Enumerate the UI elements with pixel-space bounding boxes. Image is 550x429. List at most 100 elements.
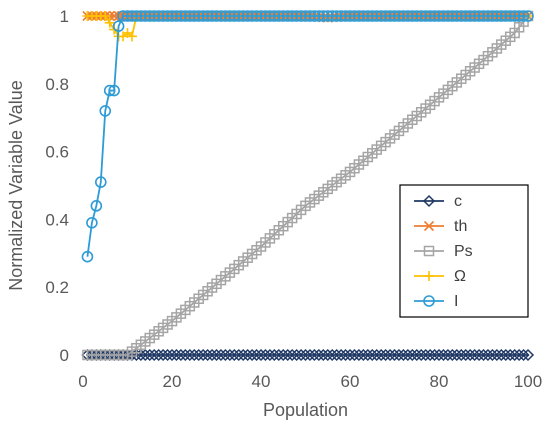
data-point [255, 10, 267, 22]
data-point [152, 348, 165, 362]
data-point [228, 348, 241, 362]
data-point [321, 10, 334, 22]
x-tick-label: 60 [341, 372, 360, 391]
data-point [468, 10, 481, 22]
data-point [210, 10, 223, 22]
data-point [495, 10, 508, 22]
data-point [428, 10, 441, 22]
data-point [317, 348, 330, 362]
data-point [517, 10, 530, 22]
data-point [335, 348, 348, 362]
data-point [228, 10, 241, 22]
axes: 0 20 40 60 80 100 0 0.2 0.4 0.6 0.8 1 [45, 7, 542, 391]
data-point [100, 11, 111, 21]
data-point [481, 348, 495, 362]
data-point [139, 10, 152, 22]
data-point [370, 10, 383, 22]
data-point [499, 10, 512, 22]
data-point [317, 10, 330, 22]
data-point [303, 348, 317, 362]
y-tick-label: 0.6 [45, 143, 69, 162]
data-point [139, 348, 152, 362]
legend-marker [423, 295, 435, 307]
data-point [521, 348, 535, 362]
data-point [375, 10, 387, 22]
data-point [108, 84, 120, 97]
data-point [522, 10, 534, 22]
x-tick-label: 100 [514, 372, 542, 391]
data-point [415, 348, 428, 362]
data-point [286, 10, 298, 22]
data-point [295, 10, 307, 22]
data-point [263, 348, 276, 362]
data-point [299, 10, 312, 22]
data-point [477, 10, 490, 22]
data-point [330, 348, 343, 362]
data-point [384, 10, 396, 22]
data-point [357, 10, 370, 22]
data-point [241, 348, 254, 362]
data-point [294, 348, 308, 362]
series-ps [82, 10, 534, 361]
data-point [286, 348, 299, 362]
data-point [366, 10, 379, 22]
legend-label: th [454, 218, 467, 235]
legend-marker [424, 271, 434, 281]
legend-label: c [454, 193, 462, 210]
data-point [250, 348, 263, 362]
data-point [508, 10, 521, 22]
data-point [361, 348, 374, 362]
y-tick-label: 0.8 [45, 75, 69, 94]
data-point [232, 10, 245, 22]
data-point [281, 10, 294, 22]
data-point [170, 10, 183, 22]
data-point [86, 216, 98, 229]
data-point [188, 10, 201, 22]
data-point [264, 10, 276, 22]
data-point [166, 10, 178, 22]
data-point [486, 10, 499, 22]
data-point [188, 348, 201, 362]
x-tick-label: 0 [78, 372, 87, 391]
data-point [161, 10, 174, 22]
data-point [352, 348, 365, 362]
data-point [179, 10, 192, 22]
data-point [450, 10, 463, 22]
data-point [472, 348, 486, 362]
data-point [148, 348, 161, 362]
data-point [446, 348, 459, 362]
data-point [517, 348, 530, 362]
data-point [339, 10, 352, 22]
data-point [344, 10, 356, 22]
data-point [104, 17, 115, 28]
data-point [450, 348, 463, 362]
plot-area [81, 10, 535, 362]
series-i [81, 10, 534, 263]
data-point [246, 348, 259, 362]
data-point [406, 10, 419, 22]
data-point [410, 10, 423, 22]
data-point [277, 348, 290, 362]
data-point [223, 348, 236, 362]
data-point [321, 348, 334, 362]
data-point [433, 10, 445, 22]
data-point [455, 348, 468, 362]
legend-label: I [454, 293, 458, 310]
data-point [81, 250, 94, 263]
data-point [375, 348, 388, 362]
data-point [402, 10, 414, 22]
data-point [254, 348, 268, 362]
data-point [192, 348, 205, 362]
data-point [441, 348, 454, 362]
data-point [241, 10, 254, 22]
data-point [237, 348, 250, 362]
data-point [130, 10, 143, 22]
data-point [308, 348, 321, 362]
data-point [477, 348, 490, 362]
data-point [214, 348, 228, 362]
y-tick-label: 1 [60, 7, 69, 26]
data-point [513, 348, 526, 362]
data-point [379, 10, 392, 22]
data-point [304, 10, 316, 22]
data-point [103, 84, 116, 97]
